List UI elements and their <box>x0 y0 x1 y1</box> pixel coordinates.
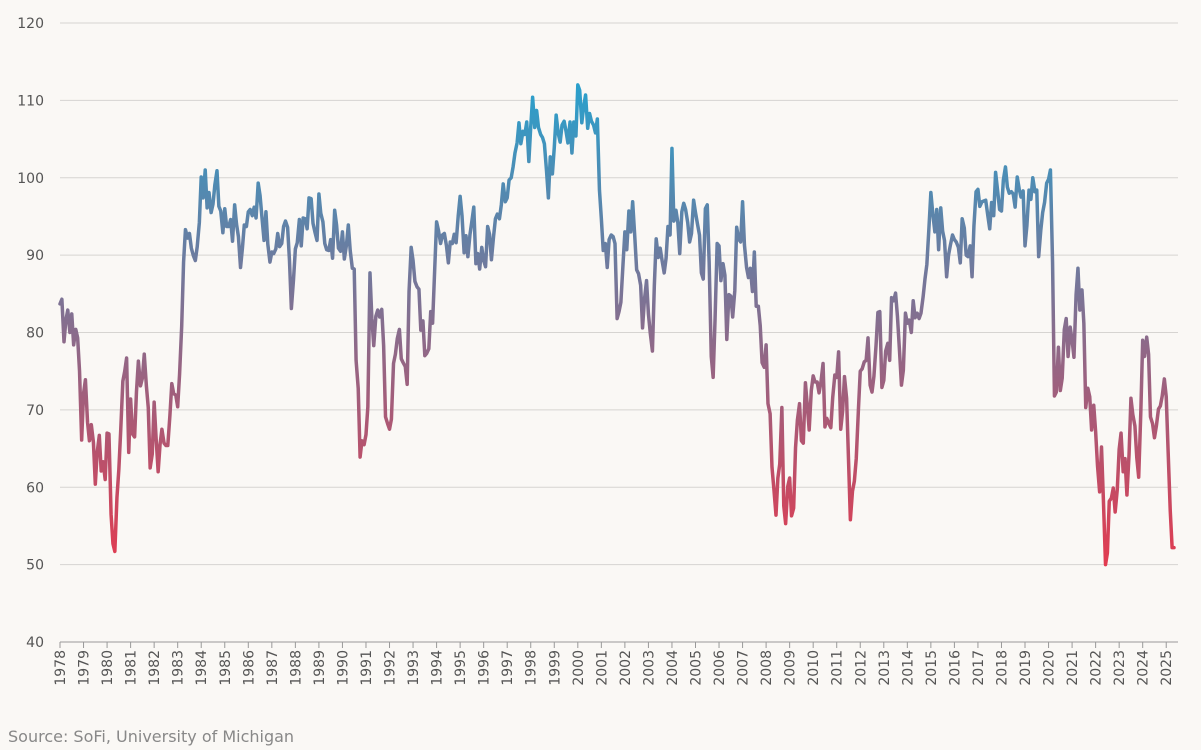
x-tick-label: 2023 <box>1112 650 1128 686</box>
x-tick-label: 2016 <box>947 650 963 686</box>
x-tick-label: 2000 <box>571 650 587 686</box>
x-tick-label: 1982 <box>147 650 163 686</box>
x-tick-label: 2021 <box>1065 650 1081 686</box>
x-tick-label: 1978 <box>53 650 69 686</box>
x-tick-label: 2012 <box>853 650 869 686</box>
x-tick-label: 2018 <box>994 650 1010 686</box>
x-tick-label: 1979 <box>77 650 93 686</box>
y-tick-label: 110 <box>17 93 44 109</box>
x-tick-label: 1993 <box>406 650 422 686</box>
x-tick-label: 2006 <box>712 650 728 686</box>
x-tick-label: 2002 <box>618 650 634 686</box>
x-tick-label: 2011 <box>830 650 846 686</box>
x-tick-label: 1988 <box>288 650 304 686</box>
x-tick-label: 1999 <box>547 650 563 686</box>
x-tick-label: 1987 <box>265 650 281 686</box>
x-tick-label: 2001 <box>594 650 610 686</box>
x-tick-label: 2019 <box>1018 650 1034 686</box>
x-tick-label: 2009 <box>783 650 799 686</box>
sentiment-line <box>58 83 1176 567</box>
y-tick-label: 100 <box>17 171 44 187</box>
y-tick-label: 90 <box>26 248 44 264</box>
x-tick-label: 1989 <box>312 650 328 686</box>
x-tick-label: 2024 <box>1136 650 1152 686</box>
x-tick-label: 2004 <box>665 650 681 686</box>
x-tick-label: 1991 <box>359 650 375 686</box>
x-tick-label: 1997 <box>500 650 516 686</box>
x-tick-label: 2010 <box>806 650 822 686</box>
x-tick-label: 1990 <box>335 650 351 686</box>
x-tick-label: 2007 <box>736 650 752 686</box>
x-tick-label: 1984 <box>194 650 210 686</box>
x-tick-label: 1986 <box>241 650 257 686</box>
x-tick-label: 2013 <box>877 650 893 686</box>
y-tick-label: 120 <box>17 16 44 32</box>
x-tick-label: 2017 <box>971 650 987 686</box>
x-tick-label: 1995 <box>453 650 469 686</box>
x-tick-label: 2025 <box>1159 650 1175 686</box>
x-tick-label: 1992 <box>383 650 399 686</box>
x-tick-label: 1985 <box>218 650 234 686</box>
x-tick-label: 2015 <box>924 650 940 686</box>
x-tick-label: 2008 <box>759 650 775 686</box>
x-tick-label: 2005 <box>688 650 704 686</box>
x-tick-label: 1994 <box>430 650 446 686</box>
y-tick-label: 80 <box>26 326 44 342</box>
y-tick-label: 50 <box>26 558 44 574</box>
x-tick-label: 1983 <box>171 650 187 686</box>
x-tick-label: 2020 <box>1042 650 1058 686</box>
x-tick-label: 1981 <box>124 650 140 686</box>
x-tick-label: 1998 <box>524 650 540 686</box>
x-tick-label: 1996 <box>477 650 493 686</box>
x-tick-label: 2003 <box>641 650 657 686</box>
source-note: Source: SoFi, University of Michigan <box>8 727 294 746</box>
x-tick-label: 1980 <box>100 650 116 686</box>
y-tick-label: 60 <box>26 480 44 496</box>
x-tick-label: 2022 <box>1089 650 1105 686</box>
y-tick-label: 70 <box>26 403 44 419</box>
y-tick-label: 40 <box>26 635 44 651</box>
x-tick-label: 2014 <box>900 650 916 686</box>
